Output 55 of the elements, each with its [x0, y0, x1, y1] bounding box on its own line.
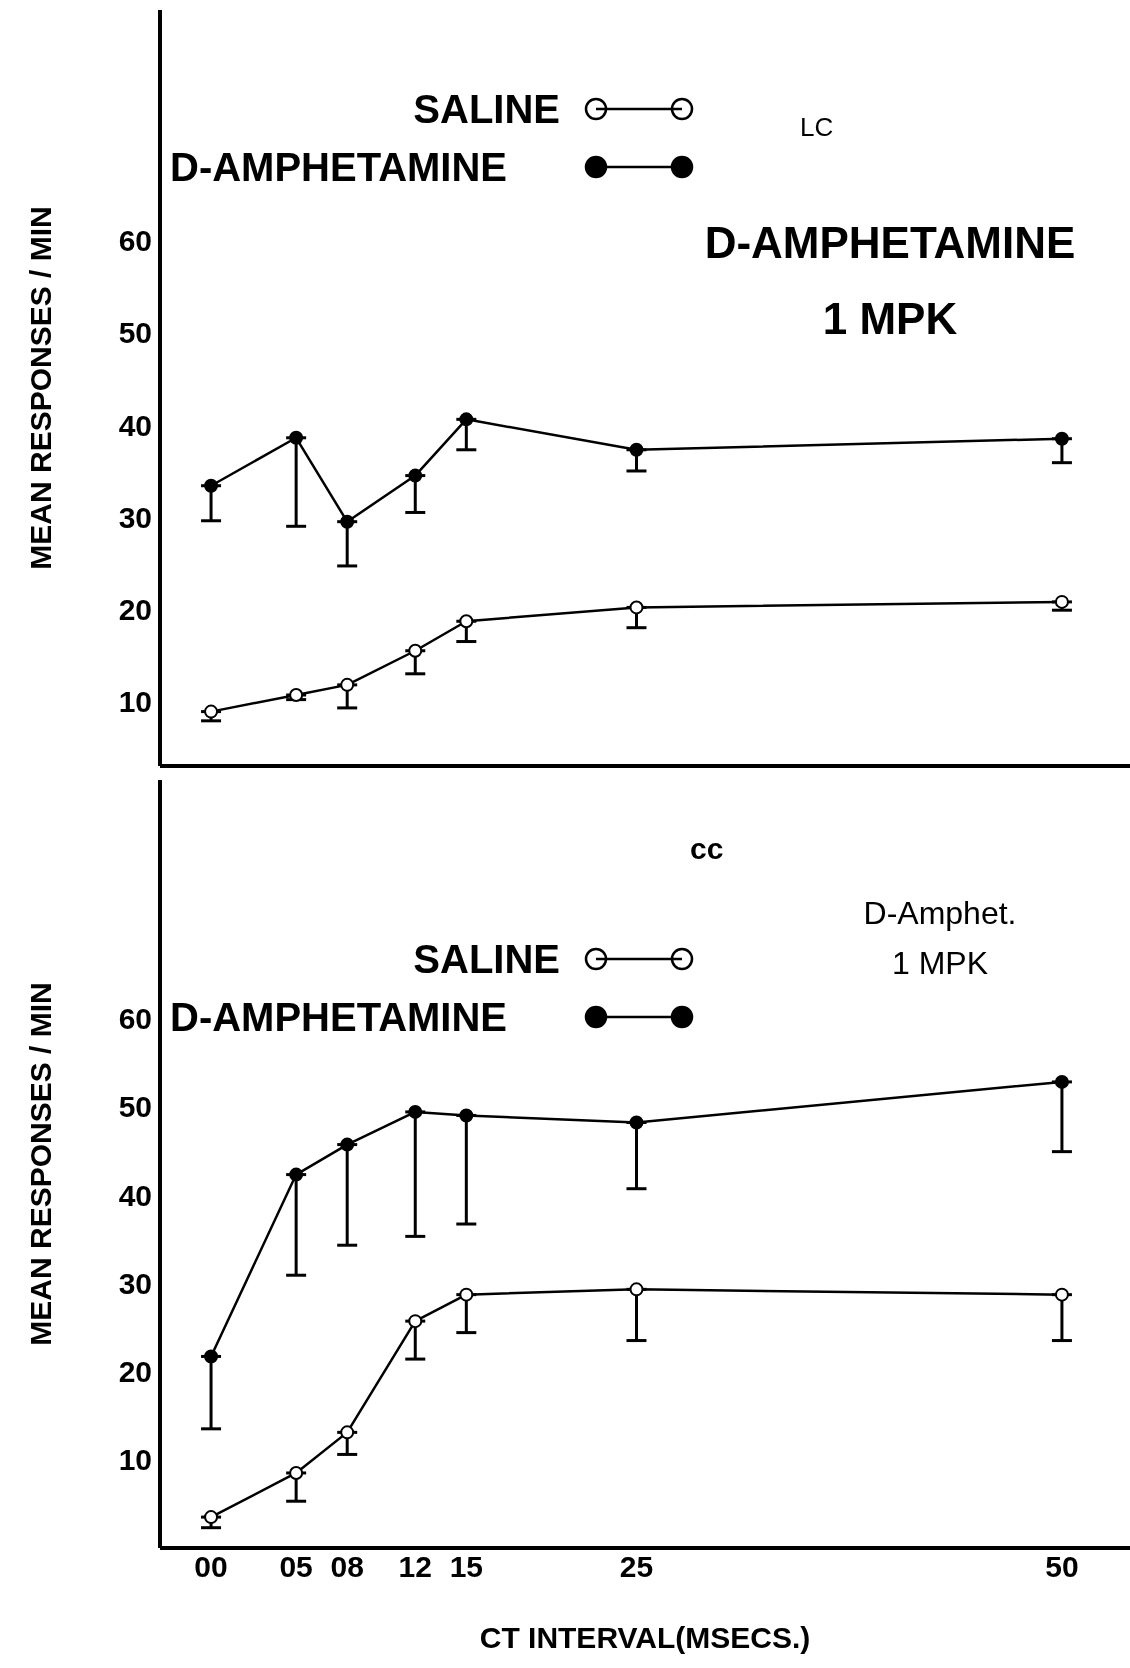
point	[408, 1314, 423, 1329]
point	[629, 600, 644, 615]
annotation: D-Amphet. 1 MPK	[862, 894, 1018, 983]
point	[1054, 1074, 1069, 1089]
legend-label: D-AMPHETAMINE	[170, 144, 508, 190]
y-tick-label: 30	[118, 500, 152, 534]
y-tick-label: 30	[118, 1266, 152, 1300]
point	[340, 677, 355, 692]
x-tick-label: 08	[330, 1550, 364, 1584]
point	[629, 1115, 644, 1130]
point	[459, 614, 474, 629]
y-tick-label: 60	[118, 224, 152, 258]
point	[204, 478, 219, 493]
point	[408, 1104, 423, 1119]
x-tick-label: 50	[1045, 1550, 1079, 1584]
point	[289, 430, 304, 445]
x-axis-title: CT INTERVAL(MSECS.)	[479, 1621, 811, 1654]
y-tick-label: 50	[118, 1090, 152, 1124]
y-tick-label: 60	[118, 1001, 152, 1035]
point	[629, 1282, 644, 1297]
legend-label: SALINE	[412, 86, 560, 132]
annotation: LC	[800, 112, 834, 143]
point	[340, 1137, 355, 1152]
y-tick-label: 40	[118, 1178, 152, 1212]
point	[289, 688, 304, 703]
point	[629, 442, 644, 457]
point	[340, 1425, 355, 1440]
point	[408, 468, 423, 483]
point	[459, 1287, 474, 1302]
y-axis-title: MEAN RESPONSES / MIN	[23, 982, 57, 1346]
point	[289, 1167, 304, 1182]
x-tick-label: 05	[279, 1550, 313, 1584]
x-tick-label: 15	[449, 1550, 483, 1584]
point	[204, 1349, 219, 1364]
legend-label: D-AMPHETAMINE	[170, 994, 508, 1040]
x-tick-label: 12	[398, 1550, 432, 1584]
annotation: D-AMPHETAMINE 1 MPK	[703, 217, 1077, 345]
point	[459, 1108, 474, 1123]
x-tick-label: 00	[194, 1550, 228, 1584]
point	[1054, 1287, 1069, 1302]
y-tick-label: 50	[118, 316, 152, 350]
y-tick-label: 20	[118, 592, 152, 626]
point	[408, 643, 423, 658]
legend-label: SALINE	[412, 936, 560, 982]
point	[289, 1465, 304, 1480]
point	[459, 412, 474, 427]
y-tick-label: 20	[118, 1355, 152, 1389]
y-tick-label: 10	[118, 685, 152, 719]
point	[340, 514, 355, 529]
y-tick-label: 40	[118, 408, 152, 442]
x-tick-label: 25	[619, 1550, 654, 1584]
y-axis-title: MEAN RESPONSES / MIN	[23, 206, 57, 570]
y-tick-label: 10	[118, 1443, 152, 1477]
annotation: cc	[690, 832, 724, 866]
point	[1054, 431, 1069, 446]
